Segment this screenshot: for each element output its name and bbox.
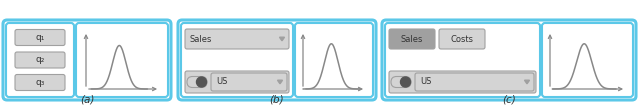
Text: Costs: Costs [451,34,474,43]
Polygon shape [525,80,529,84]
FancyBboxPatch shape [391,77,411,87]
FancyBboxPatch shape [15,29,65,45]
FancyBboxPatch shape [15,75,65,91]
Text: q₂: q₂ [35,56,45,64]
FancyBboxPatch shape [415,73,534,91]
Text: US: US [420,77,431,86]
Polygon shape [280,37,285,41]
FancyBboxPatch shape [185,29,289,49]
FancyBboxPatch shape [389,29,435,49]
Polygon shape [278,80,282,84]
Text: q₃: q₃ [35,78,45,87]
FancyBboxPatch shape [389,71,536,93]
FancyBboxPatch shape [15,52,65,68]
Text: (a): (a) [80,95,94,105]
Text: Sales: Sales [401,34,423,43]
Circle shape [196,77,207,87]
Circle shape [401,77,410,87]
FancyBboxPatch shape [211,73,287,91]
Text: Sales: Sales [190,34,212,43]
FancyBboxPatch shape [187,77,207,87]
FancyBboxPatch shape [439,29,485,49]
FancyBboxPatch shape [185,71,289,93]
Text: (b): (b) [269,95,284,105]
Text: (c): (c) [502,95,516,105]
Text: US: US [216,77,227,86]
Text: q₁: q₁ [35,33,45,42]
